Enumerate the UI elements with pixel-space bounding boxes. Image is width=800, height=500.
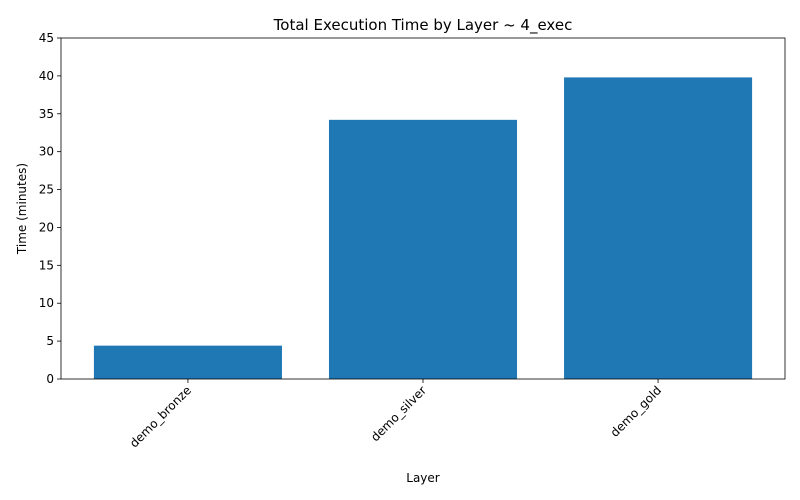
y-tick-label: 0 bbox=[46, 372, 54, 386]
x-tick-label: demo_bronze bbox=[127, 383, 194, 450]
chart-title: Total Execution Time by Layer ~ 4_exec bbox=[273, 16, 573, 35]
x-tick-label: demo_silver bbox=[368, 383, 429, 444]
y-tick-label: 5 bbox=[46, 334, 54, 348]
y-tick-label: 10 bbox=[39, 296, 54, 310]
y-axis-ticks: 0 5 10 15 20 25 30 35 40 45 bbox=[39, 31, 61, 386]
bar-demo-bronze bbox=[93, 345, 282, 379]
y-tick-label: 45 bbox=[39, 31, 54, 45]
y-tick-label: 20 bbox=[39, 220, 54, 234]
bars-group bbox=[93, 77, 753, 379]
bar-demo-gold bbox=[564, 77, 753, 379]
y-tick-label: 35 bbox=[39, 107, 54, 121]
y-axis-label: Time (minutes) bbox=[15, 163, 29, 255]
x-tick-label: demo_gold bbox=[608, 383, 665, 440]
y-tick-label: 15 bbox=[39, 258, 54, 272]
y-tick-label: 40 bbox=[39, 69, 54, 83]
x-axis-ticks: demo_bronze demo_silver demo_gold bbox=[127, 379, 664, 450]
y-tick-label: 30 bbox=[39, 145, 54, 159]
bar-demo-silver bbox=[328, 119, 518, 379]
plot-frame bbox=[60, 37, 786, 380]
y-tick-label: 25 bbox=[39, 183, 54, 197]
x-axis-label: Layer bbox=[406, 471, 440, 485]
